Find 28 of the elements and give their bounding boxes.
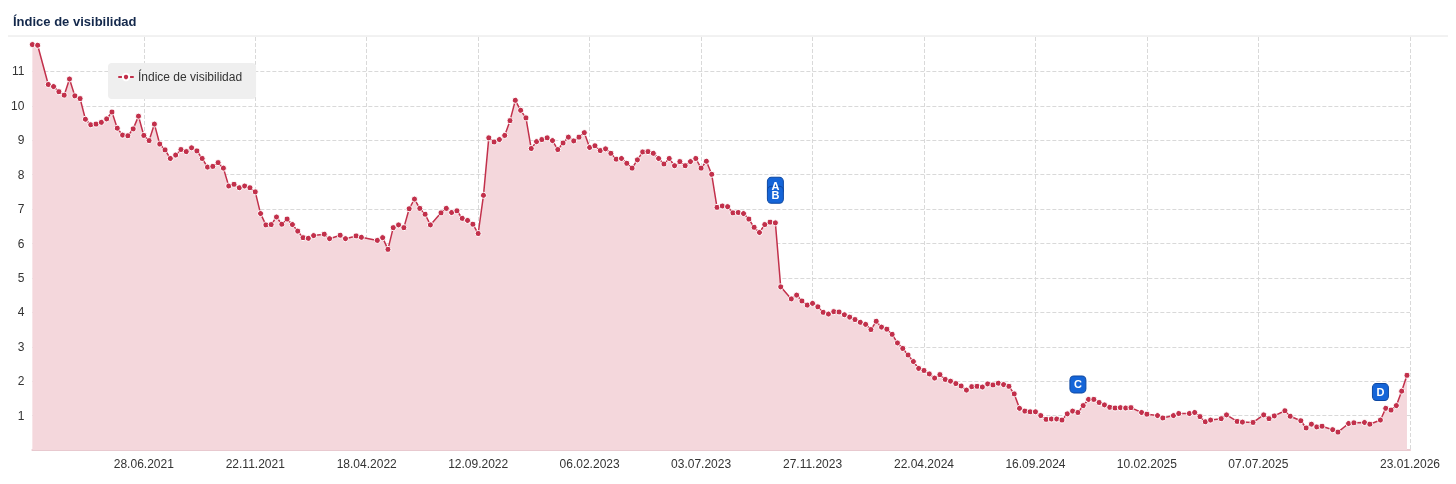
chart-title: Índice de visibilidad	[13, 14, 137, 29]
y-tick-label: 2	[17, 374, 25, 389]
y-tick-label: 3	[17, 339, 25, 354]
y-tick-label: 9	[17, 133, 25, 148]
legend-label: Índice de visibilidad	[138, 69, 243, 84]
y-tick-label: 10	[10, 98, 25, 113]
y-tick-label: 1	[17, 408, 25, 423]
y-tick-label: 7	[17, 202, 25, 217]
x-tick-label: 07.07.2025	[1228, 457, 1289, 471]
y-tick-label: 8	[17, 167, 25, 182]
y-tick-label: 11	[11, 64, 25, 79]
x-tick-label: 28.06.2021	[113, 457, 175, 471]
y-tick-label: 6	[17, 236, 25, 251]
x-tick-label: 27.11.2023	[782, 457, 843, 471]
x-tick-label: 22.11.2021	[225, 457, 286, 471]
x-tick-label: 06.02.2023	[559, 457, 620, 471]
x-tick-label: 23.01.2026	[1379, 457, 1441, 471]
x-tick-label: 03.07.2023	[671, 457, 732, 471]
annotation: D	[1376, 386, 1385, 399]
x-tick-label: 18.04.2022	[336, 457, 398, 471]
y-tick-label: 5	[17, 270, 25, 285]
x-tick-label: 16.09.2024	[1005, 457, 1066, 471]
annotation: A	[771, 179, 780, 192]
x-tick-label: 22.04.2024	[893, 457, 955, 471]
x-tick-label: 12.09.2022	[448, 457, 509, 471]
y-tick-label: 4	[17, 305, 25, 320]
annotation: C	[1073, 378, 1082, 391]
x-tick-label: 10.02.2025	[1116, 457, 1178, 471]
